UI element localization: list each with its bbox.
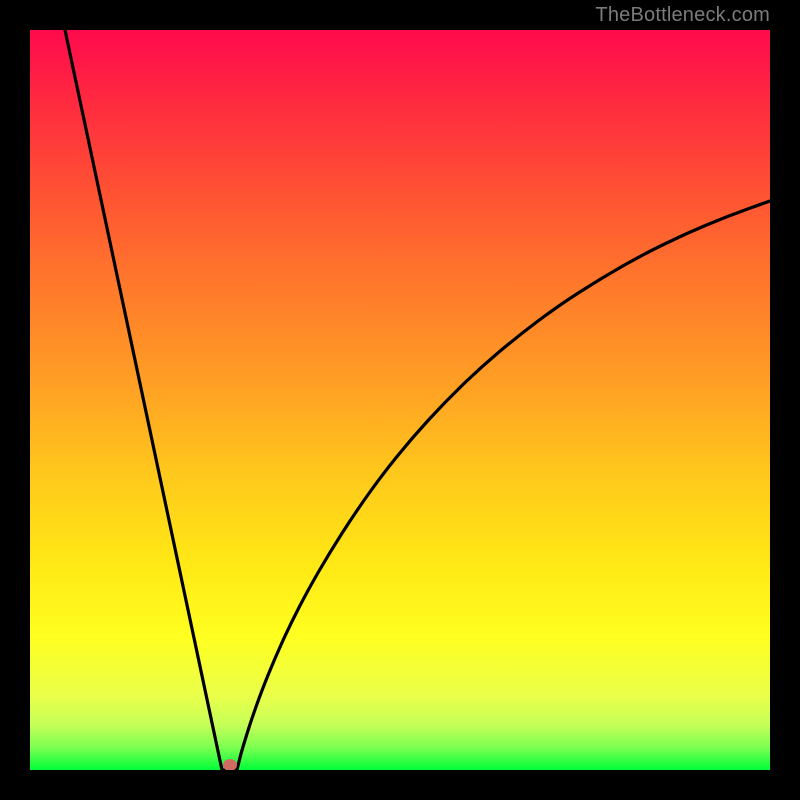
chart-frame: TheBottleneck.com: [0, 0, 800, 800]
plot-area: [30, 30, 770, 770]
bottleneck-curve: [30, 30, 770, 770]
watermark-text: TheBottleneck.com: [595, 4, 770, 27]
minimum-marker: [223, 759, 237, 770]
